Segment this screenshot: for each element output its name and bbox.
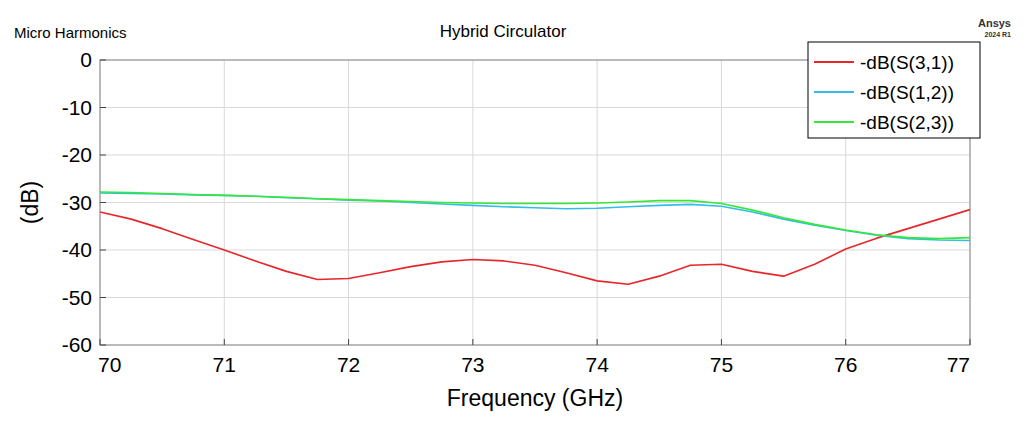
software-version: 2024 R1 <box>985 31 1012 38</box>
y-tick-label: -50 <box>62 286 92 309</box>
x-tick-label: 70 <box>98 353 121 376</box>
x-tick-label: 74 <box>585 353 609 376</box>
y-axis-label: (dB) <box>17 181 43 224</box>
x-tick-label: 76 <box>834 353 857 376</box>
x-tick-label: 75 <box>710 353 733 376</box>
y-tick <box>100 155 106 156</box>
background <box>0 0 1029 426</box>
series-line <box>100 192 970 239</box>
software-logo: Ansys <box>978 17 1011 29</box>
y-tick-label: -30 <box>62 191 92 214</box>
legend: -dB(S(3,1)) -dB(S(1,2)) -dB(S(2,3)) <box>808 42 980 138</box>
x-axis-label: Frequency (GHz) <box>447 385 623 411</box>
x-tick <box>845 339 846 345</box>
legend-box <box>808 42 980 138</box>
y-tick <box>100 250 106 251</box>
y-tick-label: -40 <box>62 238 92 261</box>
x-tick-label: 72 <box>337 353 360 376</box>
y-tick <box>100 297 106 298</box>
legend-swatch <box>814 121 854 123</box>
y-tick <box>100 345 106 346</box>
legend-label: -dB(S(2,3)) <box>860 112 954 133</box>
y-tick-label: -20 <box>62 143 92 166</box>
x-tick-label: 77 <box>947 353 970 376</box>
legend-label: -dB(S(3,1)) <box>860 52 954 73</box>
x-tick <box>721 339 722 345</box>
y-grid-line <box>100 250 970 251</box>
x-tick-label: 73 <box>461 353 484 376</box>
y-tick <box>100 202 106 203</box>
y-grid-line <box>100 297 970 298</box>
legend-label: -dB(S(1,2)) <box>860 82 954 103</box>
series-line <box>100 193 970 241</box>
chart-container: 70 71 72 73 74 75 76 77 -60 -50 -40 -30 -20 -10 0 Frequ… <box>0 0 1029 426</box>
y-tick-label: -10 <box>62 96 92 119</box>
y-tick-label: -60 <box>62 333 92 356</box>
x-tick <box>472 339 473 345</box>
x-tick <box>348 339 349 345</box>
chart-title: Hybrid Circulator <box>440 22 567 41</box>
y-tick <box>100 60 106 61</box>
y-grid-line <box>100 155 970 156</box>
x-tick <box>597 339 598 345</box>
x-tick <box>224 339 225 345</box>
series-group <box>100 192 970 284</box>
y-tick-label: 0 <box>80 48 92 71</box>
chart-svg: 70 71 72 73 74 75 76 77 -60 -50 -40 -30 -20 -10 0 Frequ… <box>0 0 1029 426</box>
x-tick <box>970 339 971 345</box>
legend-swatch <box>814 61 854 63</box>
x-tick <box>100 339 101 345</box>
x-tick-label: 71 <box>213 353 236 376</box>
legend-swatch <box>814 91 854 93</box>
company-label: Micro Harmonics <box>14 24 127 41</box>
y-tick <box>100 107 106 108</box>
series-line <box>100 210 970 285</box>
